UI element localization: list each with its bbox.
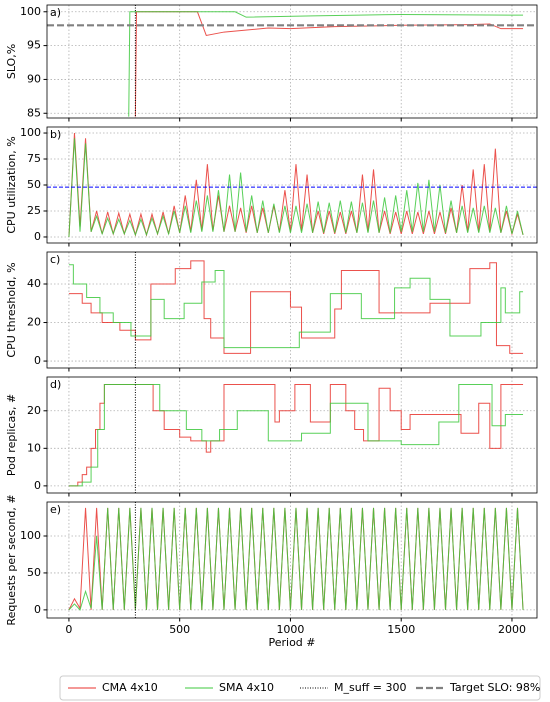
plot-area [47, 5, 537, 118]
y-axis-label: Pod replicas, # [5, 394, 18, 476]
y-tick-label: 95 [27, 39, 41, 52]
x-tick-label: 1000 [276, 623, 304, 636]
plot-area [68, 502, 524, 618]
series-line [68, 132, 524, 237]
y-tick-label: 0 [34, 603, 41, 616]
series-line [68, 507, 524, 611]
series-line [134, 11, 524, 117]
y-axis-label: CPU threshold, % [5, 262, 18, 357]
y-tick-label: 0 [34, 354, 41, 367]
y-tick-label: 0 [34, 230, 41, 243]
x-tick-label: 1500 [387, 623, 415, 636]
series-line [68, 384, 524, 487]
y-axis-label: CPU utilization, % [5, 136, 18, 233]
legend-label: M_suff = 300 [334, 681, 406, 694]
axes-frame [46, 251, 538, 369]
y-tick-label: 20 [27, 404, 41, 417]
axes-frame [46, 4, 538, 119]
series-line [68, 507, 524, 611]
x-tick-label: 2000 [498, 623, 526, 636]
y-tick-label: 50 [27, 566, 41, 579]
panel-label: b) [50, 128, 61, 141]
y-tick-label: 25 [27, 204, 41, 217]
series-line [68, 138, 524, 237]
y-tick-label: 85 [27, 106, 41, 119]
legend-label: Target SLO: 98% [449, 681, 540, 694]
y-tick-label: 20 [27, 316, 41, 329]
legend-label: SMA 4x10 [219, 681, 274, 694]
y-tick-label: 50 [27, 178, 41, 191]
x-tick-label: 0 [65, 623, 72, 636]
y-tick-label: 10 [27, 441, 41, 454]
legend-label: CMA 4x10 [102, 681, 158, 694]
y-tick-label: 90 [27, 72, 41, 85]
y-tick-label: 100 [20, 126, 41, 139]
axes-frame [46, 501, 538, 619]
y-axis-label: Requests per second, # [5, 494, 18, 625]
plot-area [68, 252, 524, 368]
y-tick-label: 0 [34, 479, 41, 492]
axes-frame [46, 126, 538, 244]
series-line [68, 264, 524, 349]
x-axis-label: Period # [268, 636, 315, 649]
series-line [68, 260, 524, 354]
panel-label: c) [50, 253, 60, 266]
y-tick-label: 40 [27, 277, 41, 290]
panel-label: a) [50, 6, 61, 19]
panel-label: e) [50, 503, 61, 516]
y-tick-label: 100 [20, 5, 41, 18]
x-tick-label: 500 [169, 623, 190, 636]
y-tick-label: 100 [20, 529, 41, 542]
plot-area [47, 132, 537, 237]
panel-label: d) [50, 378, 61, 391]
series-line [68, 384, 524, 487]
axes-frame [46, 376, 538, 494]
plot-area [68, 377, 524, 493]
y-axis-label: SLO,% [5, 44, 18, 79]
y-tick-label: 75 [27, 152, 41, 165]
series-line [128, 11, 524, 117]
